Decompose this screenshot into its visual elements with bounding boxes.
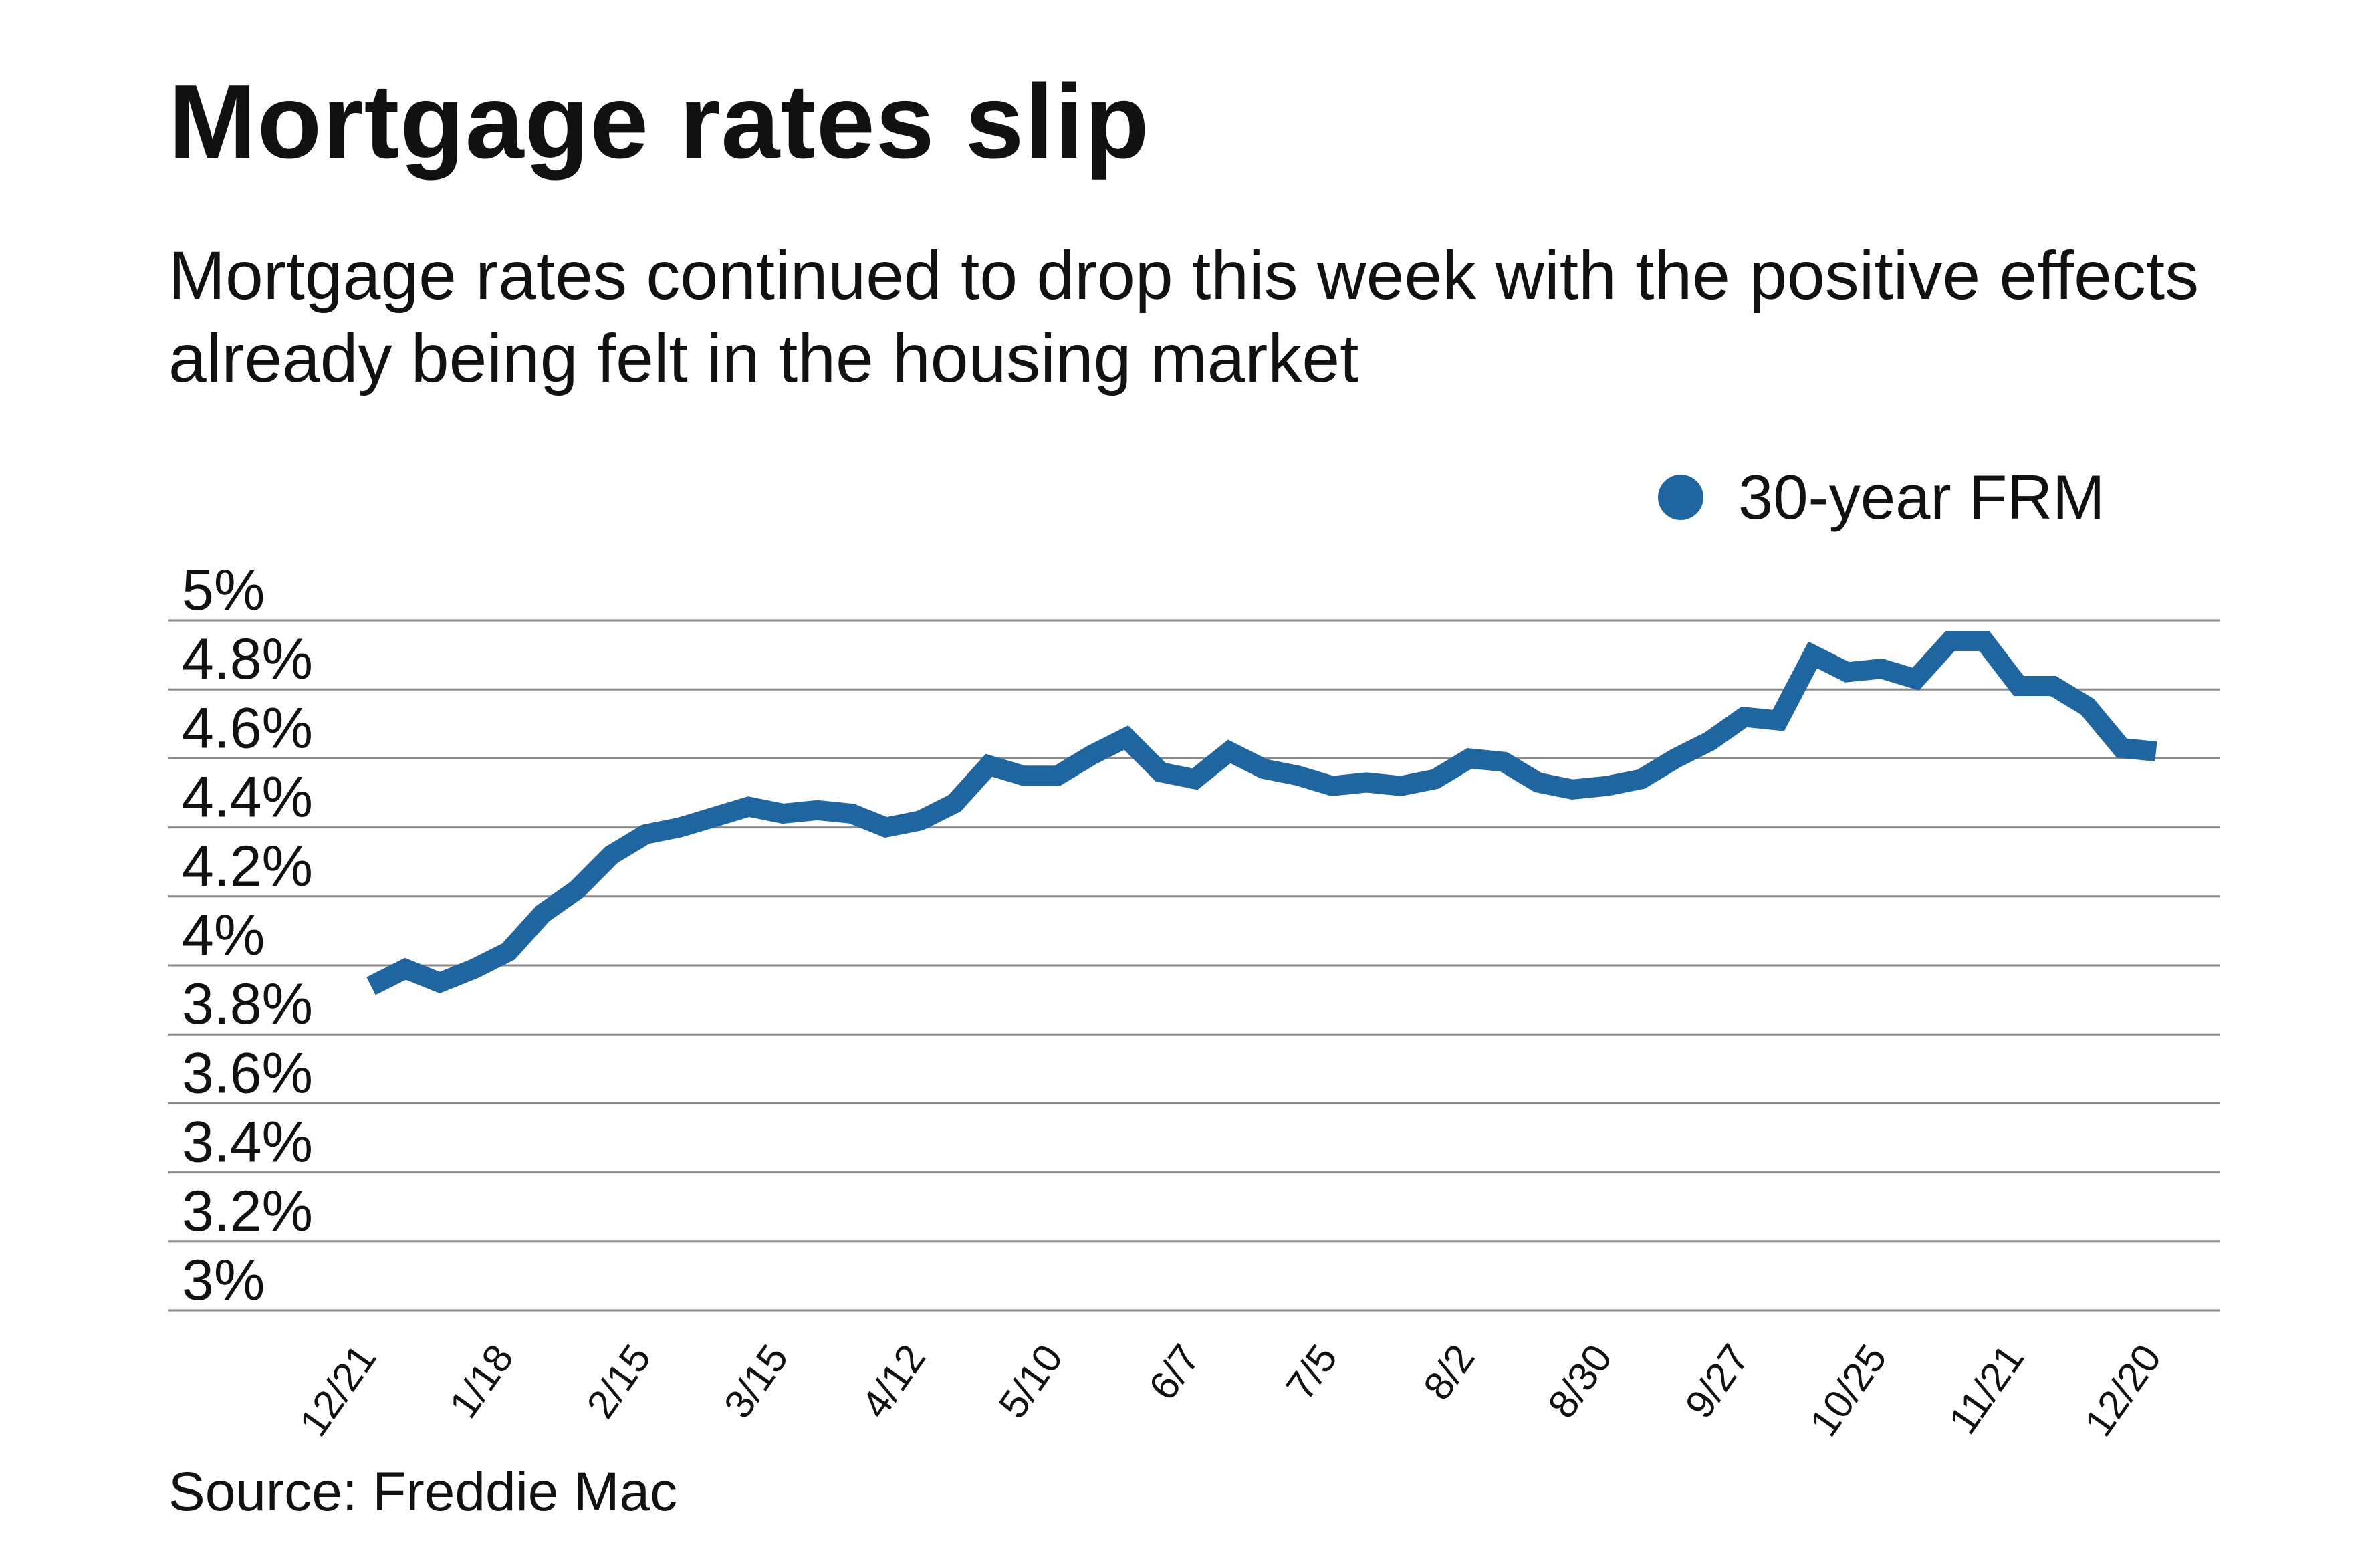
y-tick-label: 4.2% — [182, 834, 313, 899]
legend-marker — [1658, 475, 1703, 520]
x-tick-label: 5/10 — [990, 1336, 1072, 1426]
chart-subtitle: Mortgage rates continued to drop this we… — [168, 237, 2199, 396]
x-axis-tick-labels: 12/21 1/18 2/15 3/15 4/12 5/10 6/7 7/5 8/2 8/30 9/… — [291, 1336, 2170, 1444]
y-tick-label: 4% — [182, 903, 265, 967]
gridlines — [168, 619, 2220, 1312]
y-tick-label: 4.6% — [182, 696, 313, 760]
y-tick-label: 3.8% — [182, 972, 313, 1036]
source-note: Source: Freddie Mac — [168, 1461, 678, 1522]
y-tick-label: 4.4% — [182, 765, 313, 830]
x-tick-label: 8/30 — [1539, 1336, 1621, 1426]
y-tick-label: 3.4% — [182, 1110, 313, 1175]
x-tick-label: 11/21 — [1940, 1336, 2032, 1442]
series-layer — [366, 631, 2157, 995]
y-tick-label: 5% — [182, 558, 265, 622]
x-tick-label: 1/18 — [441, 1336, 522, 1426]
x-tick-label: 12/21 — [291, 1336, 385, 1444]
y-tick-label: 3% — [182, 1248, 265, 1312]
x-tick-label: 7/5 — [1278, 1336, 1346, 1408]
y-axis-tick-labels: 5%4.8%4.6%4.4%4.2%4%3.8%3.6%3.4%3.2%3% — [182, 558, 313, 1312]
x-tick-label: 9/27 — [1677, 1336, 1758, 1426]
x-tick-label: 10/25 — [1801, 1336, 1895, 1444]
x-tick-label: 2/15 — [578, 1336, 660, 1426]
y-tick-label: 3.6% — [182, 1041, 313, 1105]
y-tick-label: 4.8% — [182, 627, 313, 691]
x-tick-label: 8/2 — [1415, 1336, 1483, 1408]
chart-title: Mortgage rates slip — [168, 63, 1150, 181]
x-tick-label: 12/20 — [2076, 1336, 2170, 1444]
x-tick-label: 6/7 — [1140, 1336, 1209, 1408]
legend: 30-year FRM — [1658, 461, 2105, 533]
legend-label: 30-year FRM — [1738, 462, 2105, 532]
x-tick-label: 4/12 — [852, 1336, 934, 1426]
x-tick-label: 3/15 — [715, 1336, 797, 1426]
series-line — [366, 631, 2157, 995]
y-tick-label: 3.2% — [182, 1179, 313, 1243]
